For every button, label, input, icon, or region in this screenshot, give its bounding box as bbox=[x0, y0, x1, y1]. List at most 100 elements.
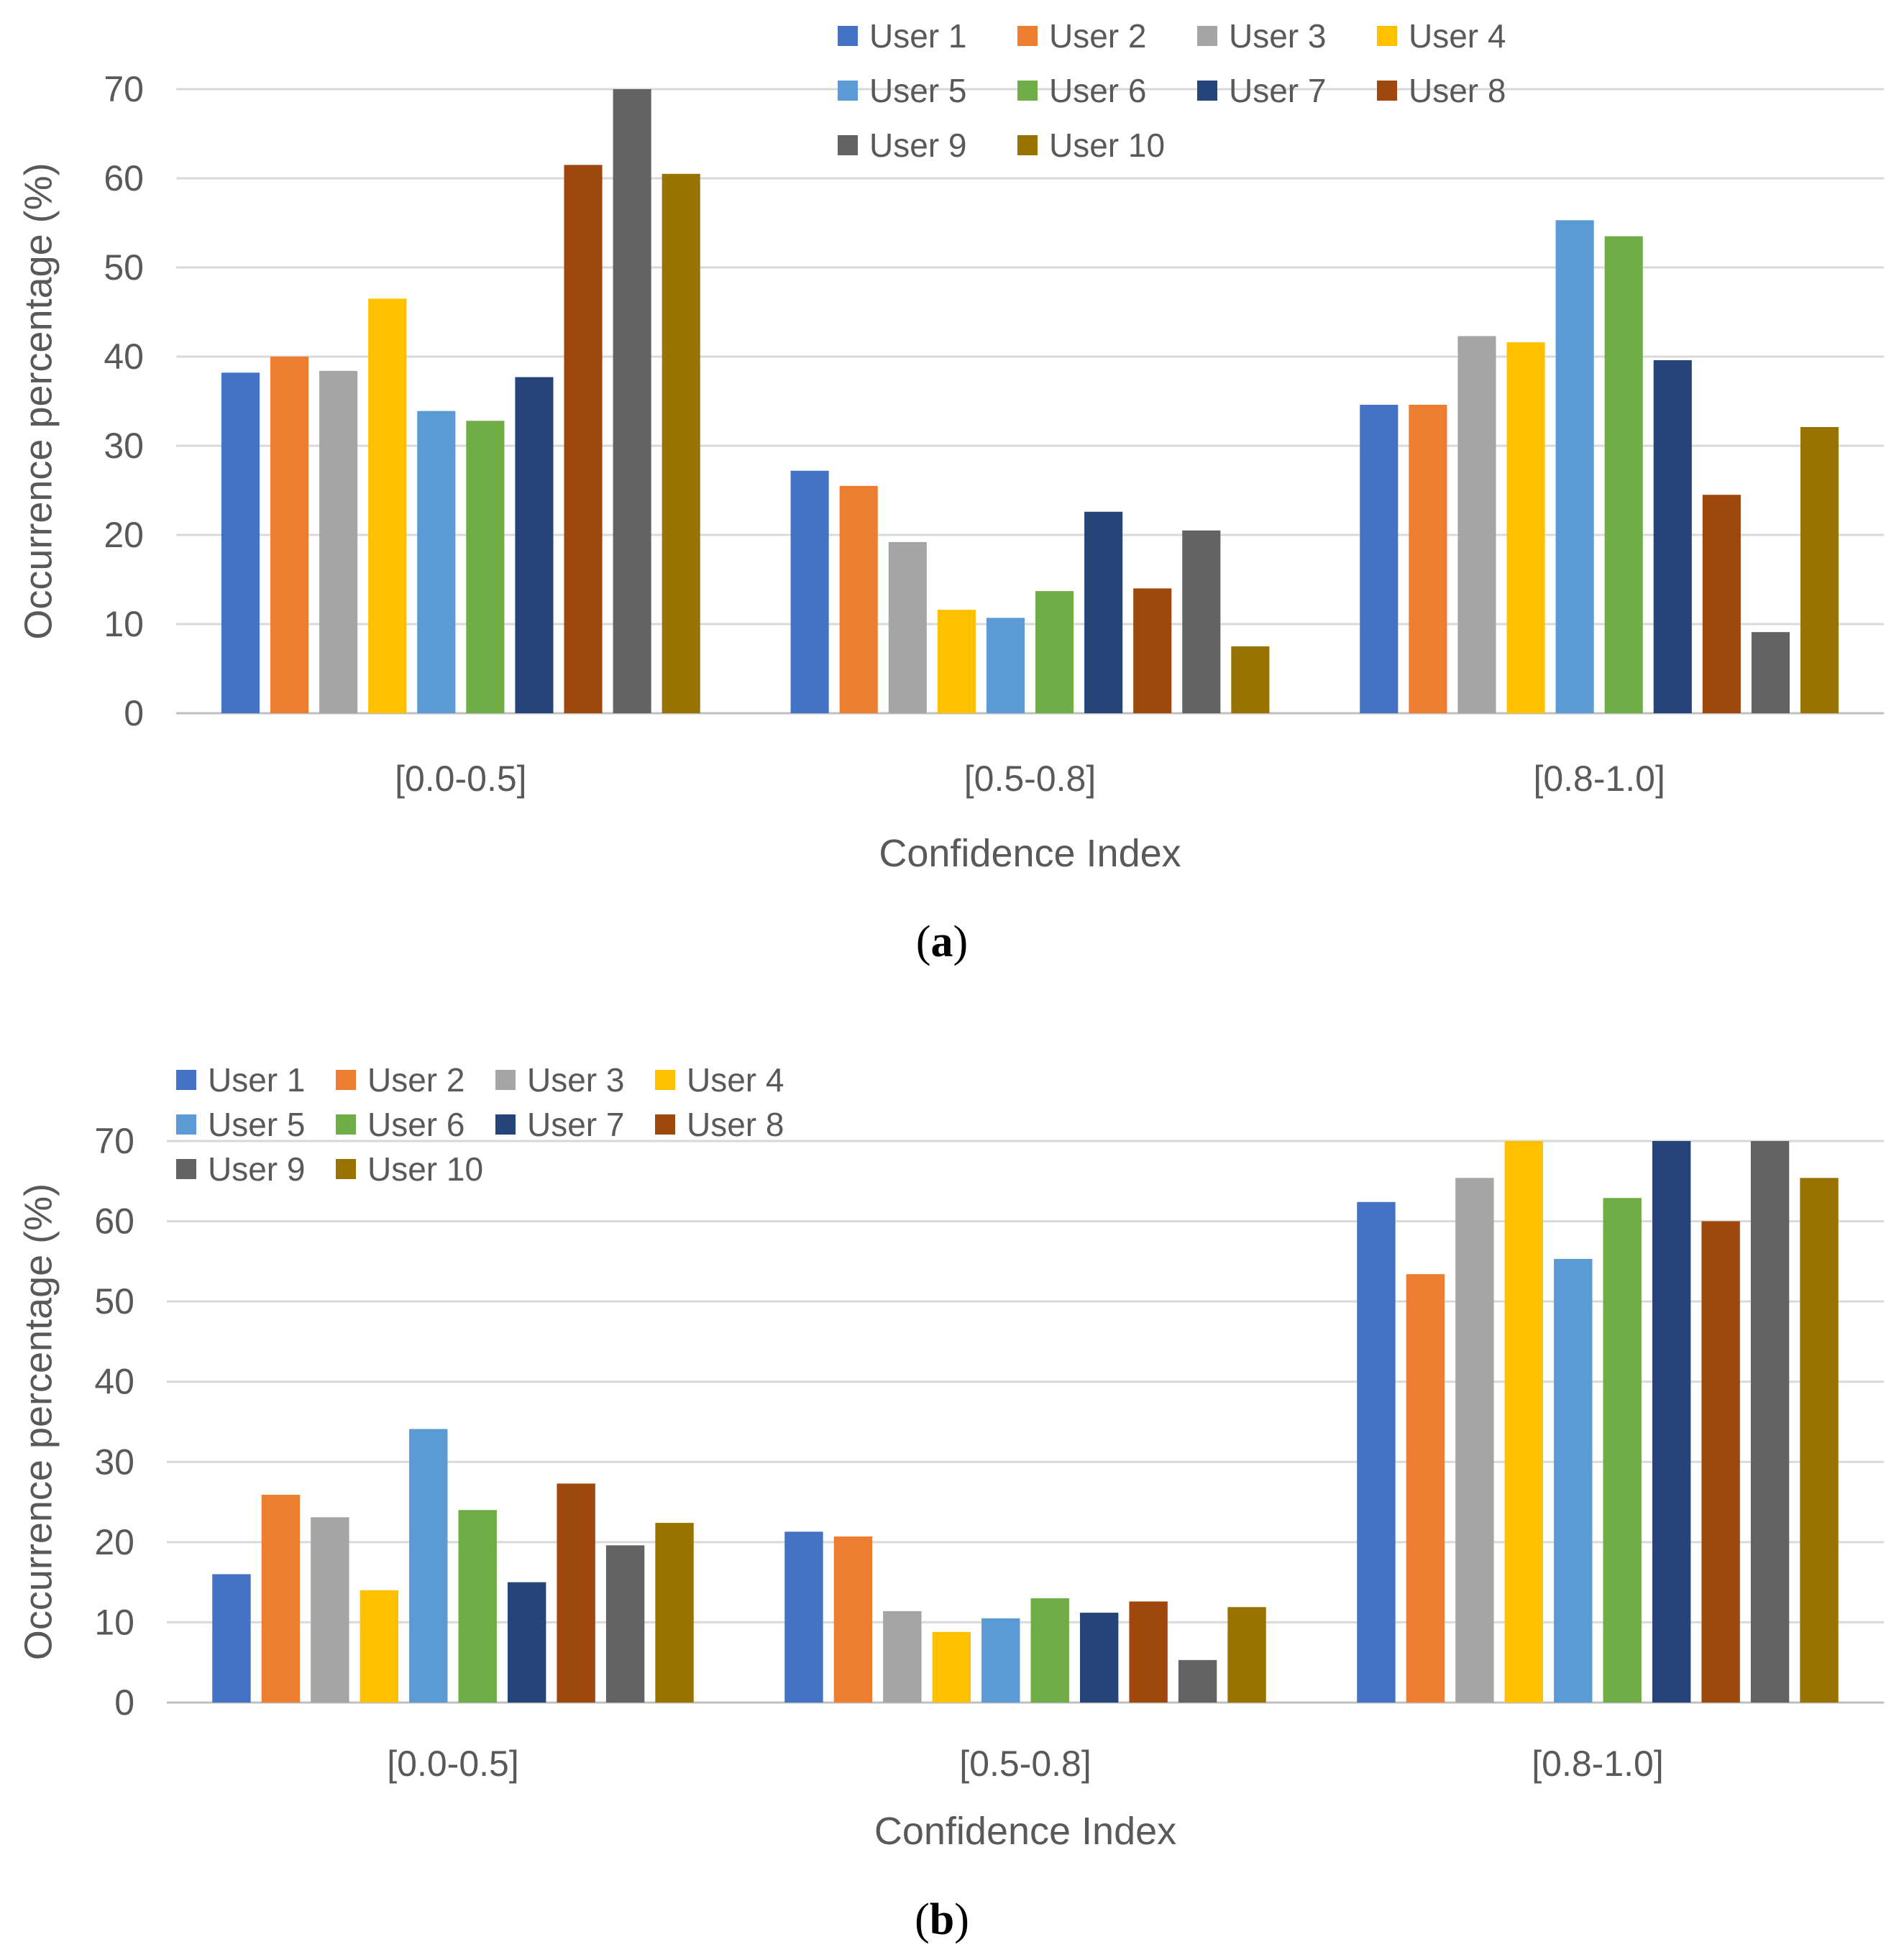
bar bbox=[1750, 1141, 1790, 1703]
bar bbox=[1035, 591, 1074, 713]
bar bbox=[888, 541, 927, 713]
bar bbox=[557, 1483, 595, 1703]
x-axis-title: Confidence Index bbox=[874, 1810, 1176, 1853]
bar bbox=[1182, 530, 1221, 713]
legend-label: User 2 bbox=[367, 1061, 464, 1099]
bar bbox=[662, 173, 700, 714]
y-tick-label: 50 bbox=[104, 247, 144, 288]
legend: User 1 User 2 User 3 User 4 User 5 User 6 User… bbox=[838, 17, 1506, 164]
legend-label: User 9 bbox=[208, 1150, 305, 1188]
legend-swatch bbox=[336, 1159, 356, 1179]
legend-label: User 6 bbox=[367, 1106, 464, 1143]
bar bbox=[613, 89, 651, 713]
chart-panel-a: 0 10 20 30 40 50 60 70 [0.0-0.5] [0.5-0.8] [0.8-1.… bbox=[17, 17, 1884, 966]
legend-label: User 2 bbox=[1049, 17, 1146, 55]
caption-letter: a bbox=[931, 917, 953, 966]
bar bbox=[1084, 511, 1123, 713]
y-tick-label: 50 bbox=[94, 1281, 134, 1321]
bar bbox=[605, 1545, 645, 1703]
bar bbox=[1555, 220, 1594, 713]
bar bbox=[937, 610, 976, 713]
bar bbox=[417, 411, 456, 713]
bar bbox=[1178, 1659, 1217, 1703]
y-tick-label: 30 bbox=[94, 1442, 134, 1482]
bar bbox=[1129, 1601, 1168, 1703]
bar bbox=[564, 165, 603, 713]
panel-caption: (a) bbox=[916, 917, 968, 966]
caption-close-paren: ) bbox=[954, 1895, 969, 1944]
bar bbox=[1701, 1221, 1740, 1703]
x-tick-label: [0.0-0.5] bbox=[395, 759, 526, 799]
legend-swatch bbox=[176, 1159, 196, 1179]
bar bbox=[1702, 495, 1741, 713]
legend-swatch bbox=[838, 81, 858, 101]
legend-label: User 3 bbox=[1229, 17, 1326, 55]
legend-label: User 9 bbox=[869, 127, 966, 164]
bar bbox=[1406, 1274, 1445, 1703]
legend-swatch bbox=[495, 1114, 516, 1135]
legend-swatch bbox=[1377, 81, 1397, 101]
bar bbox=[833, 1536, 873, 1703]
bar bbox=[1751, 632, 1790, 713]
bar bbox=[1231, 646, 1270, 713]
legend-label: User 10 bbox=[367, 1150, 483, 1188]
legend-label: User 5 bbox=[869, 72, 966, 109]
bar bbox=[1360, 404, 1399, 713]
legend-swatch bbox=[176, 1070, 196, 1090]
bar bbox=[784, 1531, 823, 1703]
chart-panel-b: 0 10 20 30 40 50 60 70 [0.0-0.5] [0.5-0.8] [0.8-1.… bbox=[17, 1061, 1884, 1944]
legend-swatch bbox=[838, 26, 858, 46]
legend-swatch bbox=[495, 1070, 516, 1090]
legend-label: User 1 bbox=[208, 1061, 305, 1099]
bar bbox=[1603, 1198, 1642, 1703]
caption-letter: b bbox=[930, 1895, 954, 1944]
legend-swatch bbox=[336, 1070, 356, 1090]
bar bbox=[1554, 1259, 1593, 1703]
bar bbox=[655, 1523, 694, 1703]
legend-swatch bbox=[1377, 26, 1397, 46]
y-tick-label: 40 bbox=[104, 336, 144, 377]
bar bbox=[1357, 1201, 1396, 1703]
caption-close-paren: ) bbox=[953, 917, 969, 966]
bar bbox=[1079, 1613, 1119, 1703]
legend-label: User 1 bbox=[869, 17, 966, 55]
bar bbox=[261, 1495, 301, 1703]
caption-open-paren: ( bbox=[916, 917, 931, 966]
y-tick-label: 20 bbox=[104, 515, 144, 555]
y-axis-title: Occurrence percentage (%) bbox=[17, 1183, 60, 1660]
panel-caption: (b) bbox=[915, 1895, 969, 1944]
bar bbox=[1506, 342, 1545, 713]
bar bbox=[981, 1618, 1020, 1703]
legend-label: User 8 bbox=[1409, 72, 1506, 109]
bar bbox=[311, 1517, 349, 1703]
legend-swatch bbox=[838, 135, 858, 155]
y-tick-label: 0 bbox=[114, 1682, 134, 1723]
x-tick-label: [0.8-1.0] bbox=[1532, 1744, 1663, 1784]
legend-label: User 4 bbox=[1409, 17, 1506, 55]
bar bbox=[1133, 588, 1172, 713]
legend-swatch bbox=[1017, 81, 1038, 101]
bar bbox=[1800, 1178, 1839, 1703]
bar bbox=[360, 1590, 399, 1703]
bar bbox=[270, 357, 309, 713]
y-tick-label: 0 bbox=[124, 693, 144, 733]
legend-swatch bbox=[176, 1114, 196, 1135]
y-tick-label: 70 bbox=[94, 1121, 134, 1161]
legend-swatch bbox=[655, 1070, 675, 1090]
bar bbox=[883, 1611, 922, 1703]
legend-swatch bbox=[1017, 135, 1038, 155]
legend-label: User 10 bbox=[1049, 127, 1165, 164]
bar bbox=[839, 485, 878, 713]
bar bbox=[515, 377, 554, 713]
legend-swatch bbox=[1197, 26, 1217, 46]
y-tick-label: 30 bbox=[104, 426, 144, 466]
bar bbox=[507, 1582, 546, 1703]
bar bbox=[466, 421, 505, 713]
legend-label: User 4 bbox=[687, 1061, 784, 1099]
bar bbox=[1604, 236, 1643, 714]
legend-label: User 6 bbox=[1049, 72, 1146, 109]
legend-swatch bbox=[655, 1114, 675, 1135]
y-tick-label: 20 bbox=[94, 1522, 134, 1562]
x-tick-label: [0.0-0.5] bbox=[387, 1744, 518, 1784]
legend-swatch bbox=[1197, 81, 1217, 101]
